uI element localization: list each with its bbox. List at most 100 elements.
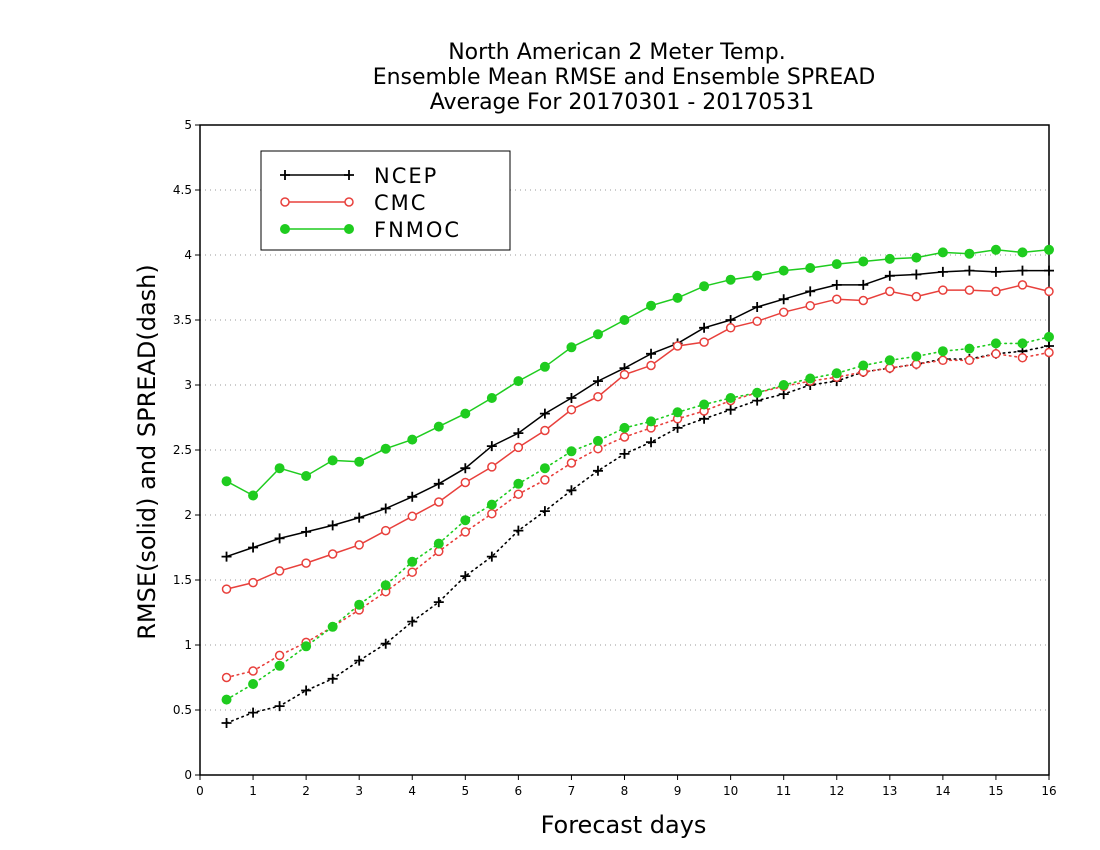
series-fnmoc-rmse-point (831, 259, 842, 270)
series-fnmoc-rmse-point (274, 463, 285, 474)
x-tick-label: 10 (723, 784, 738, 798)
series-ncep-rmse-point (460, 463, 471, 474)
series-ncep-rmse-point (407, 491, 418, 502)
axis-ticks: 00.511.522.533.544.550 1 2 3 4 5 6 7 8 9 10 11 12 13 1… (173, 118, 1057, 798)
series-ncep-rmse-point (858, 279, 869, 290)
series-cmc-rmse-point (301, 558, 311, 568)
series-fnmoc-spread-point (990, 338, 1001, 349)
y-tick-label: 1.5 (173, 573, 192, 587)
y-tick-label: 5 (184, 118, 192, 132)
series-ncep-rmse-point (937, 266, 948, 277)
series-ncep-spread-point (274, 701, 285, 712)
series-fnmoc-rmse-point (646, 300, 657, 311)
series-fnmoc-rmse-point (460, 408, 471, 419)
series-ncep-spread-point (433, 597, 444, 608)
x-tick-label: 7 (568, 784, 576, 798)
y-tick-label: 4.5 (173, 183, 192, 197)
series-ncep-spread-point (486, 551, 497, 562)
series-fnmoc-spread-point (1044, 331, 1054, 342)
series-ncep-rmse-point (752, 302, 763, 312)
series-ncep-rmse-point (699, 322, 710, 333)
series-ncep-rmse-point (831, 279, 842, 290)
series-ncep-rmse-point (301, 526, 312, 537)
series-fnmoc-rmse-point (805, 263, 816, 273)
series-cmc-spread-point (407, 567, 417, 577)
series-cmc-rmse-point (434, 497, 444, 507)
series-cmc-rmse-point (274, 566, 285, 576)
legend-marker (280, 224, 290, 234)
series-ncep-rmse-point (805, 286, 816, 297)
series-ncep-rmse-point (327, 520, 338, 531)
series-cmc-spread-point (991, 349, 1001, 359)
series-cmc-rmse-point (672, 341, 683, 351)
x-tick-label: 3 (355, 784, 363, 798)
series-fnmoc-spread-point (1017, 338, 1028, 349)
legend-marker (344, 224, 354, 234)
series-fnmoc-spread-point (513, 478, 524, 489)
series-fnmoc-spread-point (274, 660, 285, 671)
series-cmc-rmse-point (778, 307, 789, 317)
series-fnmoc-rmse-line (226, 249, 1050, 497)
series-fnmoc-rmse-point (725, 274, 736, 285)
series-ncep-rmse-point (486, 441, 497, 452)
series-cmc-spread-point (460, 527, 471, 537)
series-fnmoc-rmse-point (354, 456, 365, 467)
series-fnmoc-rmse-point (407, 434, 418, 445)
legend-item-ncep: NCEP (280, 164, 436, 188)
series-cmc-rmse-point (1044, 286, 1054, 297)
series-fnmoc-spread-point (937, 346, 948, 357)
series-ncep-spread-point (725, 404, 736, 415)
series-fnmoc-rmse-point (221, 476, 232, 487)
x-tick-label: 6 (515, 784, 523, 798)
series-cmc-rmse-point (221, 584, 232, 594)
legend-label-cmc: CMC (374, 191, 427, 215)
series-cmc-rmse-point (513, 442, 524, 453)
series-cmc-spread-point (566, 458, 577, 468)
legend-item-fnmoc: FNMOC (280, 218, 459, 242)
series-cmc-rmse-point (248, 577, 258, 588)
series-fnmoc-spread-point (592, 435, 603, 446)
series-cmc-rmse-point (566, 404, 577, 415)
series-ncep-rmse-point (884, 270, 895, 281)
series-fnmoc-rmse-point (858, 256, 869, 267)
series-fnmoc-rmse-point (433, 421, 444, 432)
series-cmc-rmse-point (858, 295, 869, 306)
series-fnmoc-spread-point (486, 499, 497, 510)
series-cmc-rmse-point (327, 549, 338, 559)
x-axis-title: Forecast days (541, 811, 707, 839)
series-ncep-rmse-point (1017, 265, 1028, 276)
series-fnmoc-spread-point (248, 679, 259, 689)
x-tick-label: 4 (408, 784, 416, 798)
series-ncep-spread-line (225, 345, 1050, 724)
series-cmc-spread-point (274, 650, 285, 661)
series-fnmoc-rmse-point (672, 292, 683, 303)
series-fnmoc-spread-point (354, 599, 365, 610)
series-ncep-spread-point (221, 718, 232, 728)
series-ncep-rmse-point (990, 266, 1001, 277)
series-fnmoc-rmse-point (937, 247, 948, 258)
series-cmc (221, 280, 1054, 683)
series-cmc-rmse-point (911, 291, 922, 302)
series-ncep-rmse-point (274, 533, 285, 544)
series-fnmoc-spread-point (566, 446, 577, 457)
series-cmc-rmse-point (619, 369, 630, 380)
series-cmc-spread-point (885, 363, 895, 373)
series-ncep-spread-point (619, 448, 630, 459)
series-fnmoc-spread-point (433, 538, 444, 549)
legend-marker (344, 197, 354, 207)
series-fnmoc-rmse-point (778, 265, 789, 276)
series-fnmoc-spread-point (725, 393, 736, 403)
series-ncep-rmse-point (566, 393, 577, 403)
series-fnmoc-spread-point (858, 360, 869, 371)
series-fnmoc-spread-point (619, 422, 630, 433)
chart-title-line-1: North American 2 Meter Temp. (448, 40, 786, 65)
series-fnmoc-rmse-point (486, 393, 497, 403)
x-tick-label: 14 (935, 784, 950, 798)
series-fnmoc-rmse-point (1044, 244, 1054, 255)
series-fnmoc-spread-point (831, 368, 842, 379)
series-fnmoc-spread-point (672, 407, 683, 418)
y-axis-title: RMSE(solid) and SPREAD(dash) (133, 264, 161, 640)
series-ncep-rmse-point (1044, 265, 1054, 276)
series-cmc-spread-point (221, 672, 232, 683)
series-cmc-rmse-point (460, 477, 471, 488)
